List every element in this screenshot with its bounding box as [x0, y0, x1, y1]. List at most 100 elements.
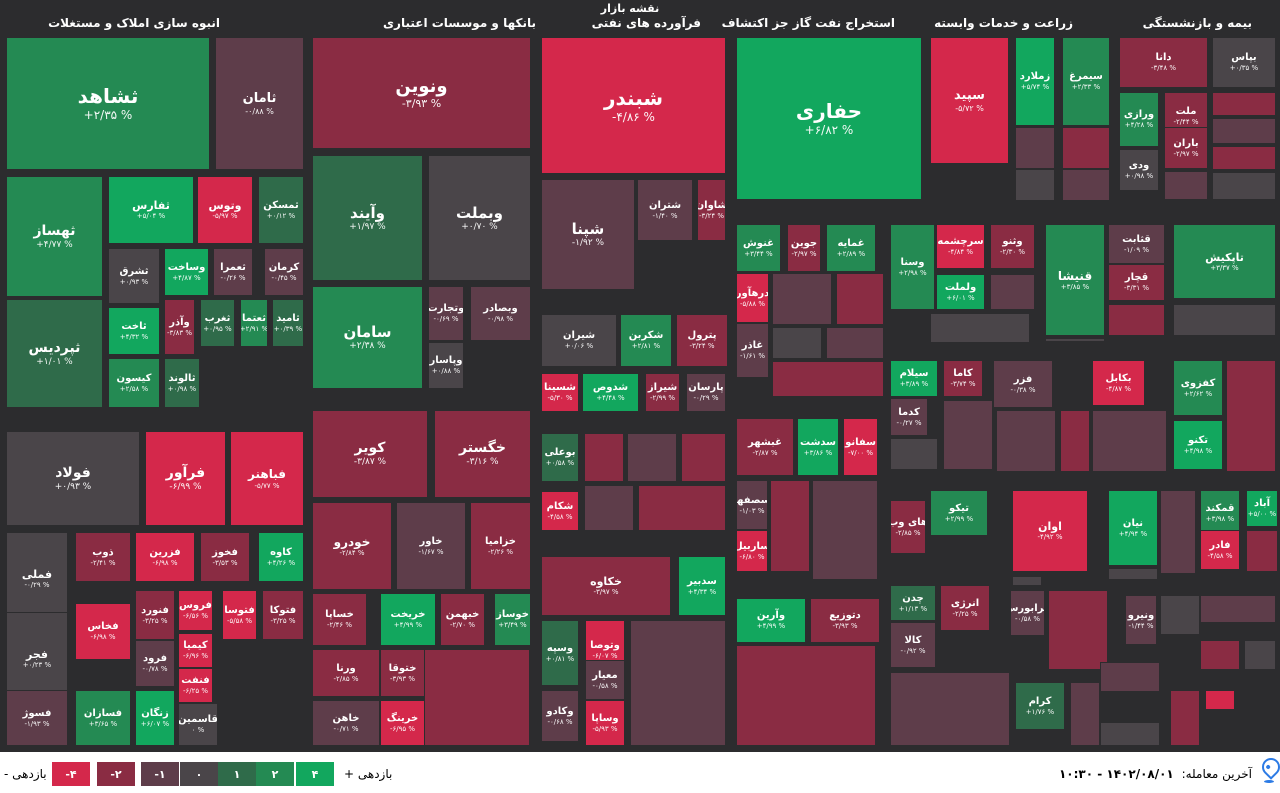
- stock-tile[interactable]: قاسمین ۰ %: [178, 703, 218, 746]
- stock-tile[interactable]: وبملت +۰/۷۰ %: [428, 155, 531, 281]
- stock-tile[interactable]: خگستر -۳/۱۶ %: [434, 410, 531, 498]
- stock-tile[interactable]: حفاری +۶/۸۲ %: [736, 37, 922, 200]
- stock-tile[interactable]: ختوقا -۳/۹۳ %: [380, 649, 425, 697]
- stock-tile[interactable]: تاپکیش +۳/۳۷ %: [1173, 224, 1276, 299]
- stock-tile[interactable]: ثشاهد +۲/۳۵ %: [6, 37, 210, 170]
- stock-tile[interactable]: ثپردیس +۱/۰۱ %: [6, 299, 103, 408]
- stock-tile[interactable]: شپنا -۱/۹۲ %: [541, 179, 635, 290]
- stock-tile[interactable]: وتوس -۵/۹۷ %: [197, 176, 253, 244]
- stock-tile[interactable]: فرود -۰/۷۸ %: [135, 640, 175, 687]
- stock-tile[interactable]: فتوکا -۳/۲۵ %: [262, 590, 304, 640]
- stock-tile[interactable]: پارسان -۰/۲۹ %: [686, 373, 726, 412]
- stock-tile[interactable]: شیراز -۲/۹۹ %: [645, 373, 680, 412]
- stock-tile[interactable]: اوان -۴/۹۲ %: [1012, 490, 1088, 572]
- stock-tile[interactable]: فزر -۰/۳۸ %: [993, 360, 1053, 408]
- stock-tile[interactable]: کدما -۰/۲۷ %: [890, 398, 928, 436]
- legend-box-minus-4[interactable]: -۴: [52, 762, 90, 786]
- stock-tile[interactable]: غبشهر -۲/۸۷ %: [736, 418, 794, 476]
- stock-tile[interactable]: سپید -۵/۷۲ %: [930, 37, 1009, 164]
- stock-tile[interactable]: کالا -۰/۹۲ %: [890, 622, 936, 668]
- stock-tile[interactable]: شسینا -۵/۳۰ %: [541, 373, 579, 412]
- stock-tile[interactable]: سفانو -۷/۰۰ %: [843, 418, 878, 476]
- stock-tile[interactable]: ذوب -۲/۴۱ %: [75, 532, 131, 582]
- stock-tile[interactable]: سصفها-۱/۰۳ %: [736, 480, 768, 530]
- stock-tile[interactable]: سیمرغ +۲/۳۳ %: [1062, 37, 1110, 126]
- stock-tile[interactable]: خودرو -۲/۸۴ %: [312, 502, 392, 590]
- stock-tile[interactable]: فولاد +۰/۹۳ %: [6, 431, 140, 526]
- stock-tile[interactable]: ساربیل-۶/۸۰ %: [736, 530, 768, 572]
- stock-tile[interactable]: تکنو +۴/۹۸ %: [1173, 420, 1223, 470]
- stock-tile[interactable]: کاما -۳/۷۴ %: [943, 360, 983, 397]
- stock-tile[interactable]: خاهن -۰/۷۱ %: [312, 700, 380, 746]
- stock-tile[interactable]: فملی -۰/۲۹ %: [6, 532, 68, 625]
- stock-tile[interactable]: غمایه +۲/۸۹ %: [826, 224, 876, 272]
- stock-tile[interactable]: وکادو -۰/۶۸ %: [541, 690, 579, 742]
- stock-tile[interactable]: خرینگ -۶/۹۵ %: [380, 700, 425, 746]
- stock-tile[interactable]: فادر -۴/۵۸ %: [1200, 530, 1240, 570]
- stock-tile[interactable]: وساپا -۵/۹۳ %: [585, 700, 625, 746]
- stock-tile[interactable]: نیان +۴/۹۴ %: [1108, 490, 1158, 566]
- stock-tile[interactable]: تیکو +۲/۹۹ %: [930, 490, 988, 536]
- stock-tile[interactable]: معیار -۰/۵۸ %: [585, 660, 625, 700]
- stock-tile[interactable]: وآرین +۴/۹۹ %: [736, 598, 806, 643]
- stock-tile[interactable]: خریخت +۴/۹۹ %: [380, 593, 436, 646]
- stock-tile[interactable]: ثامید +۰/۳۹ %: [272, 299, 304, 347]
- stock-tile[interactable]: ثمسکن +۰/۱۲ %: [258, 176, 304, 244]
- stock-tile[interactable]: فروس -۶/۵۶ %: [178, 590, 213, 631]
- stock-tile[interactable]: خوساز +۳/۴۹ %: [494, 593, 531, 646]
- stock-tile[interactable]: ثاخت +۴/۳۲ %: [108, 307, 160, 355]
- stock-tile[interactable]: قچار -۳/۳۱ %: [1108, 264, 1165, 301]
- stock-tile[interactable]: بوعلی +۰/۵۸ %: [541, 433, 579, 482]
- stock-tile[interactable]: سیلام +۳/۸۹ %: [890, 360, 938, 397]
- stock-tile[interactable]: فخوز -۳/۵۳ %: [200, 532, 250, 582]
- stock-tile[interactable]: کرمان -۰/۴۵ %: [264, 248, 304, 296]
- stock-tile[interactable]: وثنو -۲/۳۰ %: [990, 224, 1035, 269]
- stock-tile[interactable]: وپاسار +۰/۸۸ %: [428, 342, 464, 389]
- stock-tile[interactable]: بپاس +۰/۳۵ %: [1212, 37, 1276, 88]
- stock-tile[interactable]: ولملت +۶/۰۱ %: [936, 274, 985, 310]
- stock-tile[interactable]: پترول -۳/۲۴ %: [676, 314, 728, 367]
- stock-tile[interactable]: شبندر -۴/۸۶ %: [541, 37, 726, 174]
- stock-tile[interactable]: بکابل -۴/۸۷ %: [1092, 360, 1145, 406]
- stock-tile[interactable]: غاذر -۱/۶۱ %: [736, 323, 769, 378]
- stock-tile[interactable]: وسپه +۰/۸۱ %: [541, 620, 579, 686]
- stock-tile[interactable]: خساپا -۲/۴۶ %: [312, 593, 367, 646]
- stock-tile[interactable]: قثابت -۱/۰۹ %: [1108, 224, 1165, 264]
- stock-tile[interactable]: زملارد +۵/۷۴ %: [1015, 37, 1055, 126]
- legend-box-zero[interactable]: ۰: [180, 762, 218, 786]
- stock-tile[interactable]: ثالوند +۰/۹۸ %: [164, 358, 200, 408]
- stock-tile[interactable]: وتجارت -۰/۶۹ %: [428, 286, 464, 341]
- stock-tile[interactable]: شاوان -۳/۲۴ %: [697, 179, 726, 241]
- legend-box-minus-2[interactable]: -۲: [97, 762, 135, 786]
- stock-tile[interactable]: قنیشا +۳/۸۵ %: [1045, 224, 1105, 336]
- stock-tile[interactable]: وآذر -۳/۸۳ %: [164, 299, 195, 355]
- stock-tile[interactable]: آباد +۵/۰۰ %: [1246, 490, 1278, 527]
- stock-tile[interactable]: ثهساز +۴/۷۷ %: [6, 176, 103, 297]
- stock-tile[interactable]: وسنا +۲/۹۸ %: [890, 224, 935, 310]
- stock-tile[interactable]: کیسون +۲/۵۸ %: [108, 358, 160, 408]
- stock-tile[interactable]: ثفارس +۵/۰۴ %: [108, 176, 194, 244]
- stock-tile[interactable]: شیران +۰/۰۶ %: [541, 314, 617, 367]
- stock-tile[interactable]: فسازان +۳/۶۵ %: [75, 690, 131, 746]
- stock-tile[interactable]: فنورد -۳/۲۵ %: [135, 590, 175, 640]
- stock-tile[interactable]: قمکند +۳/۹۸ %: [1200, 490, 1240, 536]
- stock-tile[interactable]: فنفت -۶/۲۵ %: [178, 668, 213, 703]
- stock-tile[interactable]: ثشرق +۰/۹۳ %: [108, 248, 160, 304]
- stock-tile[interactable]: ثعتما +۲/۹۱ %: [240, 299, 268, 347]
- stock-tile[interactable]: ودی +۰/۹۸ %: [1119, 149, 1159, 191]
- legend-box-plus-1[interactable]: ۱: [218, 762, 256, 786]
- stock-tile[interactable]: فزرین -۶/۹۸ %: [135, 532, 195, 582]
- stock-tile[interactable]: فتوسا -۵/۵۸ %: [222, 590, 257, 640]
- stock-tile[interactable]: های وب -۲/۸۵ %: [890, 500, 926, 554]
- stock-tile[interactable]: وساخت +۴/۸۷ %: [164, 248, 209, 296]
- stock-tile[interactable]: خزامیا -۲/۲۶ %: [470, 502, 531, 590]
- stock-tile[interactable]: شکام -۴/۵۸ %: [541, 491, 579, 531]
- stock-tile[interactable]: سرچشمه -۴/۸۴ %: [936, 224, 985, 269]
- stock-tile[interactable]: وآیند +۱/۹۷ %: [312, 155, 423, 281]
- stock-tile[interactable]: چدن +۱/۱۳ %: [890, 585, 936, 621]
- stock-tile[interactable]: انرژی -۲/۲۵ %: [940, 585, 990, 631]
- stock-tile[interactable]: ورازی +۴/۲۸ %: [1119, 92, 1159, 147]
- stock-tile[interactable]: سدشت +۳/۸۶ %: [797, 418, 839, 476]
- stock-tile[interactable]: خاور -۱/۶۷ %: [396, 502, 466, 590]
- stock-tile[interactable]: فجر +۰/۲۳ %: [6, 612, 68, 705]
